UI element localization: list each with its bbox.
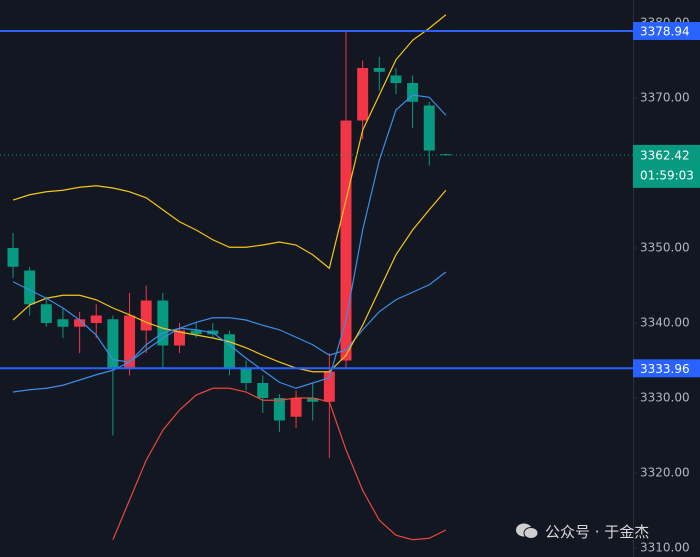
watermark: 公众号 · 于金杰	[515, 518, 695, 544]
candle-body	[7, 248, 19, 267]
indicator-line	[12, 94, 447, 389]
y-tick-label: 3370.00	[640, 91, 690, 105]
price-level-label: 3378.94	[640, 24, 690, 38]
y-tick-label: 3340.00	[640, 316, 690, 330]
wechat-icon	[516, 523, 539, 539]
candle-body	[290, 398, 302, 417]
candle-body	[307, 398, 319, 402]
price-level-tag	[633, 359, 700, 378]
y-tick-label: 3320.00	[640, 466, 690, 480]
indicator-line	[12, 189, 447, 373]
candle-body	[107, 319, 119, 369]
candle-body	[240, 368, 252, 384]
candle-body	[373, 68, 385, 72]
y-tick-label: 3330.00	[640, 391, 690, 405]
candle-body	[273, 398, 285, 421]
y-tick-label: 3310.00	[640, 541, 690, 555]
candle-body	[223, 334, 235, 369]
y-tick-label: 3350.00	[640, 241, 690, 255]
last-price-tag	[633, 144, 700, 188]
candle-body	[157, 300, 169, 346]
candle-body	[74, 319, 86, 327]
candle-body	[340, 120, 352, 361]
candle-body	[323, 371, 335, 402]
candle-body	[24, 270, 36, 305]
countdown: 01:59:03	[640, 168, 694, 182]
price-level-tag	[633, 21, 700, 40]
candle-body	[40, 304, 52, 324]
candle-body	[390, 75, 402, 84]
candle-body	[140, 300, 152, 331]
price-level-label: 3333.96	[640, 362, 690, 376]
candle-body	[57, 319, 69, 327]
candle-body	[257, 383, 269, 399]
last-price-label: 3362.42	[640, 148, 690, 162]
indicator-line	[12, 14, 447, 270]
candle-body	[440, 154, 452, 156]
indicator-line	[112, 387, 447, 541]
candle-body	[357, 68, 369, 121]
candle-body	[423, 105, 435, 151]
candle-body	[190, 330, 202, 335]
candle-body	[90, 315, 102, 324]
candle-body	[174, 330, 185, 346]
indicator-line	[12, 271, 447, 393]
candle-body	[407, 83, 419, 102]
watermark-text: 公众号 · 于金杰	[545, 522, 650, 541]
candle-body	[124, 315, 136, 369]
